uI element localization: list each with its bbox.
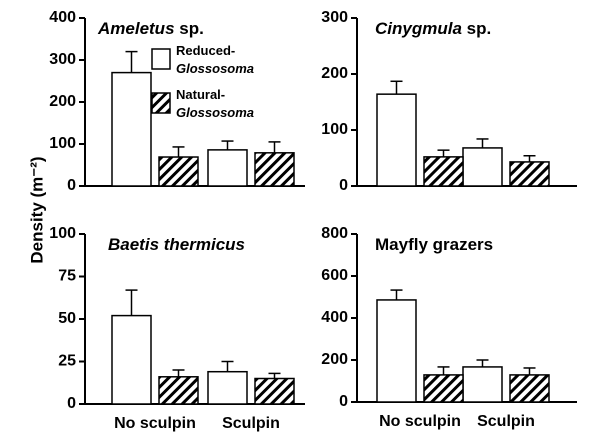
y-tick-label: 200	[49, 93, 76, 110]
y-tick-label: 400	[49, 9, 76, 26]
legend-swatch	[151, 48, 171, 70]
y-tick-label: 600	[321, 267, 348, 284]
y-axis-label: Density (m⁻²)	[27, 156, 46, 263]
bar	[254, 152, 295, 187]
bar	[111, 314, 152, 405]
y-tick-label: 0	[67, 177, 76, 194]
panel-title: Mayfly grazers	[375, 235, 493, 254]
bar	[376, 93, 417, 187]
bar	[254, 377, 295, 405]
x-tick-label: No sculpin	[114, 415, 196, 432]
bar	[111, 71, 152, 187]
bar	[423, 374, 464, 403]
y-tick-label: 75	[58, 268, 76, 285]
panel-title: Baetis thermicus	[108, 235, 245, 254]
y-tick-label: 400	[321, 309, 348, 326]
x-tick-label: Sculpin	[222, 415, 280, 432]
y-tick-label: 200	[321, 351, 348, 368]
legend-label: Reduced-Glossosoma	[176, 43, 254, 76]
y-tick-label: 25	[58, 353, 76, 370]
panel-title: Cinygmula sp.	[375, 19, 491, 38]
x-tick-label: Sculpin	[477, 413, 535, 430]
y-tick-label: 300	[49, 51, 76, 68]
y-tick-label: 0	[67, 395, 76, 412]
panel-title: Ameletus sp.	[97, 19, 204, 38]
y-tick-label: 200	[321, 65, 348, 82]
y-tick-label: 0	[339, 393, 348, 410]
bar	[158, 156, 199, 187]
legend-swatch	[151, 92, 171, 114]
y-tick-label: 100	[321, 121, 348, 138]
bar	[207, 370, 248, 405]
y-tick-label: 100	[49, 135, 76, 152]
y-tick-label: 100	[49, 225, 76, 242]
bar	[207, 149, 248, 187]
y-tick-label: 50	[58, 310, 76, 327]
y-tick-label: 300	[321, 9, 348, 26]
bar	[423, 156, 464, 187]
bar	[158, 376, 199, 405]
bar	[462, 366, 503, 403]
y-tick-label: 800	[321, 225, 348, 242]
y-tick-label: 0	[339, 177, 348, 194]
bar	[376, 299, 417, 403]
x-tick-label: No sculpin	[379, 413, 461, 430]
bar	[509, 161, 550, 187]
bar	[509, 374, 550, 403]
legend-label: Natural-Glossosoma	[176, 87, 254, 120]
bar	[462, 147, 503, 187]
